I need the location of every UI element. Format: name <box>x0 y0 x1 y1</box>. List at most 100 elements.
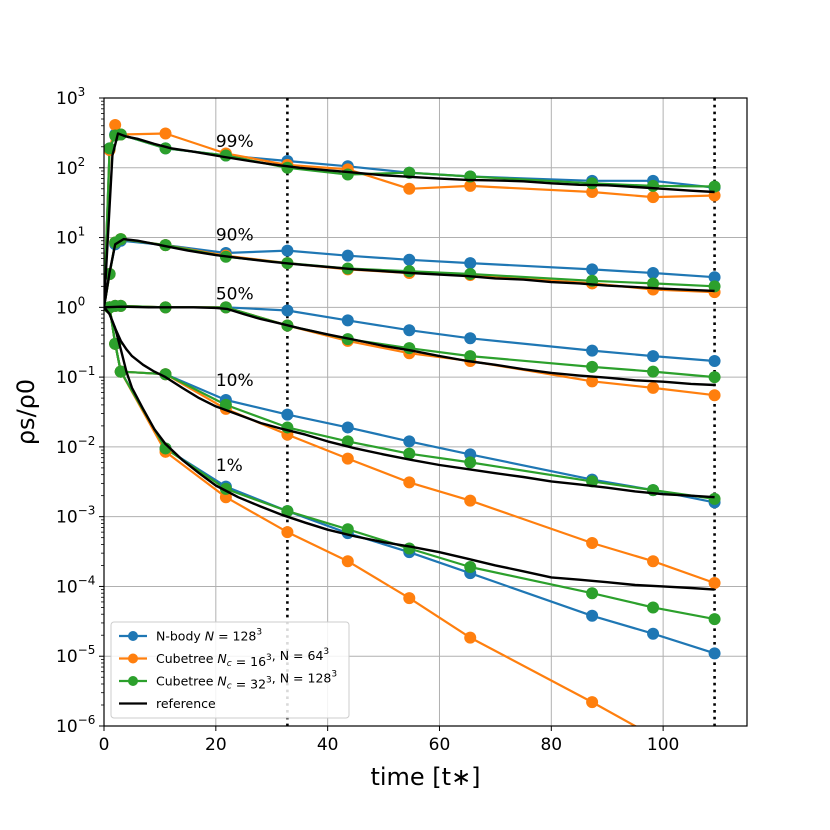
data-point <box>403 182 416 195</box>
y-tick-label: 10−1 <box>56 364 95 388</box>
percentile-annotation: 50% <box>216 284 254 304</box>
data-point <box>586 344 599 357</box>
x-axis-ticks: 0 20 40 60 80 100 <box>99 726 679 755</box>
data-point <box>586 375 599 388</box>
x-tick-label: 60 <box>429 735 451 755</box>
legend-marker <box>128 631 138 641</box>
data-point <box>464 257 477 270</box>
data-point <box>464 494 477 507</box>
data-point <box>403 324 416 337</box>
data-point <box>464 631 477 644</box>
percentile-annotation: 1% <box>216 456 243 476</box>
x-tick-label: 80 <box>540 735 562 755</box>
data-point <box>708 389 721 402</box>
y-tick-label: 100 <box>56 294 85 318</box>
data-point <box>586 536 599 549</box>
data-point <box>403 542 416 555</box>
y-tick-label: 10−6 <box>56 713 95 737</box>
data-point <box>708 492 721 505</box>
data-point <box>464 332 477 345</box>
data-point <box>341 523 354 536</box>
legend-label: Cubetree Nc = 323, N = 1283 <box>156 670 337 692</box>
data-point <box>403 592 416 605</box>
data-point <box>403 476 416 489</box>
data-point <box>159 127 172 140</box>
x-tick-label: 0 <box>99 735 110 755</box>
data-point <box>586 587 599 600</box>
x-tick-label: 40 <box>317 735 339 755</box>
reference-line <box>104 306 715 499</box>
data-point <box>708 271 721 284</box>
data-point <box>464 268 477 281</box>
y-axis-ticks: 10−6 10−5 10−4 10−3 10−2 10−1 100 101 102 103 <box>56 85 104 737</box>
data-point <box>341 168 354 181</box>
legend-box <box>110 621 350 719</box>
data-point <box>464 350 477 363</box>
data-point <box>647 365 660 378</box>
y-tick-label: 103 <box>56 85 85 109</box>
legend-label: Cubetree Nc = 163, N = 643 <box>156 647 329 669</box>
data-point <box>708 371 721 384</box>
data-point <box>281 505 294 518</box>
data-point <box>341 314 354 327</box>
y-tick-label: 10−2 <box>56 434 95 458</box>
y-tick-label: 10−5 <box>56 643 95 667</box>
data-point <box>647 555 660 568</box>
data-point <box>647 627 660 640</box>
percentile-annotation: 10% <box>216 371 254 391</box>
data-point <box>647 191 660 204</box>
legend-marker <box>128 676 138 686</box>
y-axis-label: ρs/ρ0 <box>12 379 40 445</box>
data-point <box>341 421 354 434</box>
data-point <box>403 265 416 278</box>
y-tick-label: 102 <box>56 155 85 179</box>
y-tick-label: 10−3 <box>56 504 95 528</box>
percentile-annotation: 99% <box>216 132 254 152</box>
x-axis-label: time [t∗] <box>370 763 480 791</box>
data-point <box>341 452 354 465</box>
y-tick-label: 10−4 <box>56 573 95 597</box>
data-point <box>709 762 721 774</box>
data-point <box>586 696 599 709</box>
data-point <box>708 647 721 660</box>
data-point <box>281 244 294 257</box>
data-point <box>281 304 294 317</box>
data-point <box>114 365 127 378</box>
reference-lines <box>104 132 715 591</box>
percentile-annotation: 90% <box>216 226 254 246</box>
plot-area <box>104 119 721 774</box>
data-point <box>464 560 477 573</box>
x-tick-label: 20 <box>205 735 227 755</box>
data-point <box>109 119 122 132</box>
reference-line <box>104 132 715 308</box>
data-point <box>586 185 599 198</box>
data-point <box>708 577 721 590</box>
series-line <box>104 304 715 379</box>
data-point <box>586 609 599 622</box>
data-point <box>708 280 721 293</box>
data-point <box>403 253 416 266</box>
data-point <box>464 179 477 192</box>
data-point <box>586 177 599 190</box>
data-point <box>341 435 354 448</box>
legend-label: reference <box>156 696 216 711</box>
x-tick-label: 100 <box>647 735 679 755</box>
data-point <box>708 180 721 193</box>
data-point <box>341 555 354 568</box>
reference-line <box>104 306 715 591</box>
data-point <box>647 179 660 192</box>
data-point <box>647 277 660 290</box>
data-point <box>403 435 416 448</box>
grid <box>103 97 747 727</box>
data-point <box>708 355 721 368</box>
data-point <box>403 342 416 355</box>
legend-marker <box>128 653 138 664</box>
reference-line <box>104 305 715 387</box>
axes-frame <box>103 97 748 727</box>
data-point <box>341 249 354 262</box>
data-point <box>647 601 660 614</box>
legend: N-body N = 1283 Cubetree Nc = 163, N = 64… <box>110 621 350 719</box>
data-point <box>708 613 721 626</box>
data-point <box>403 447 416 460</box>
